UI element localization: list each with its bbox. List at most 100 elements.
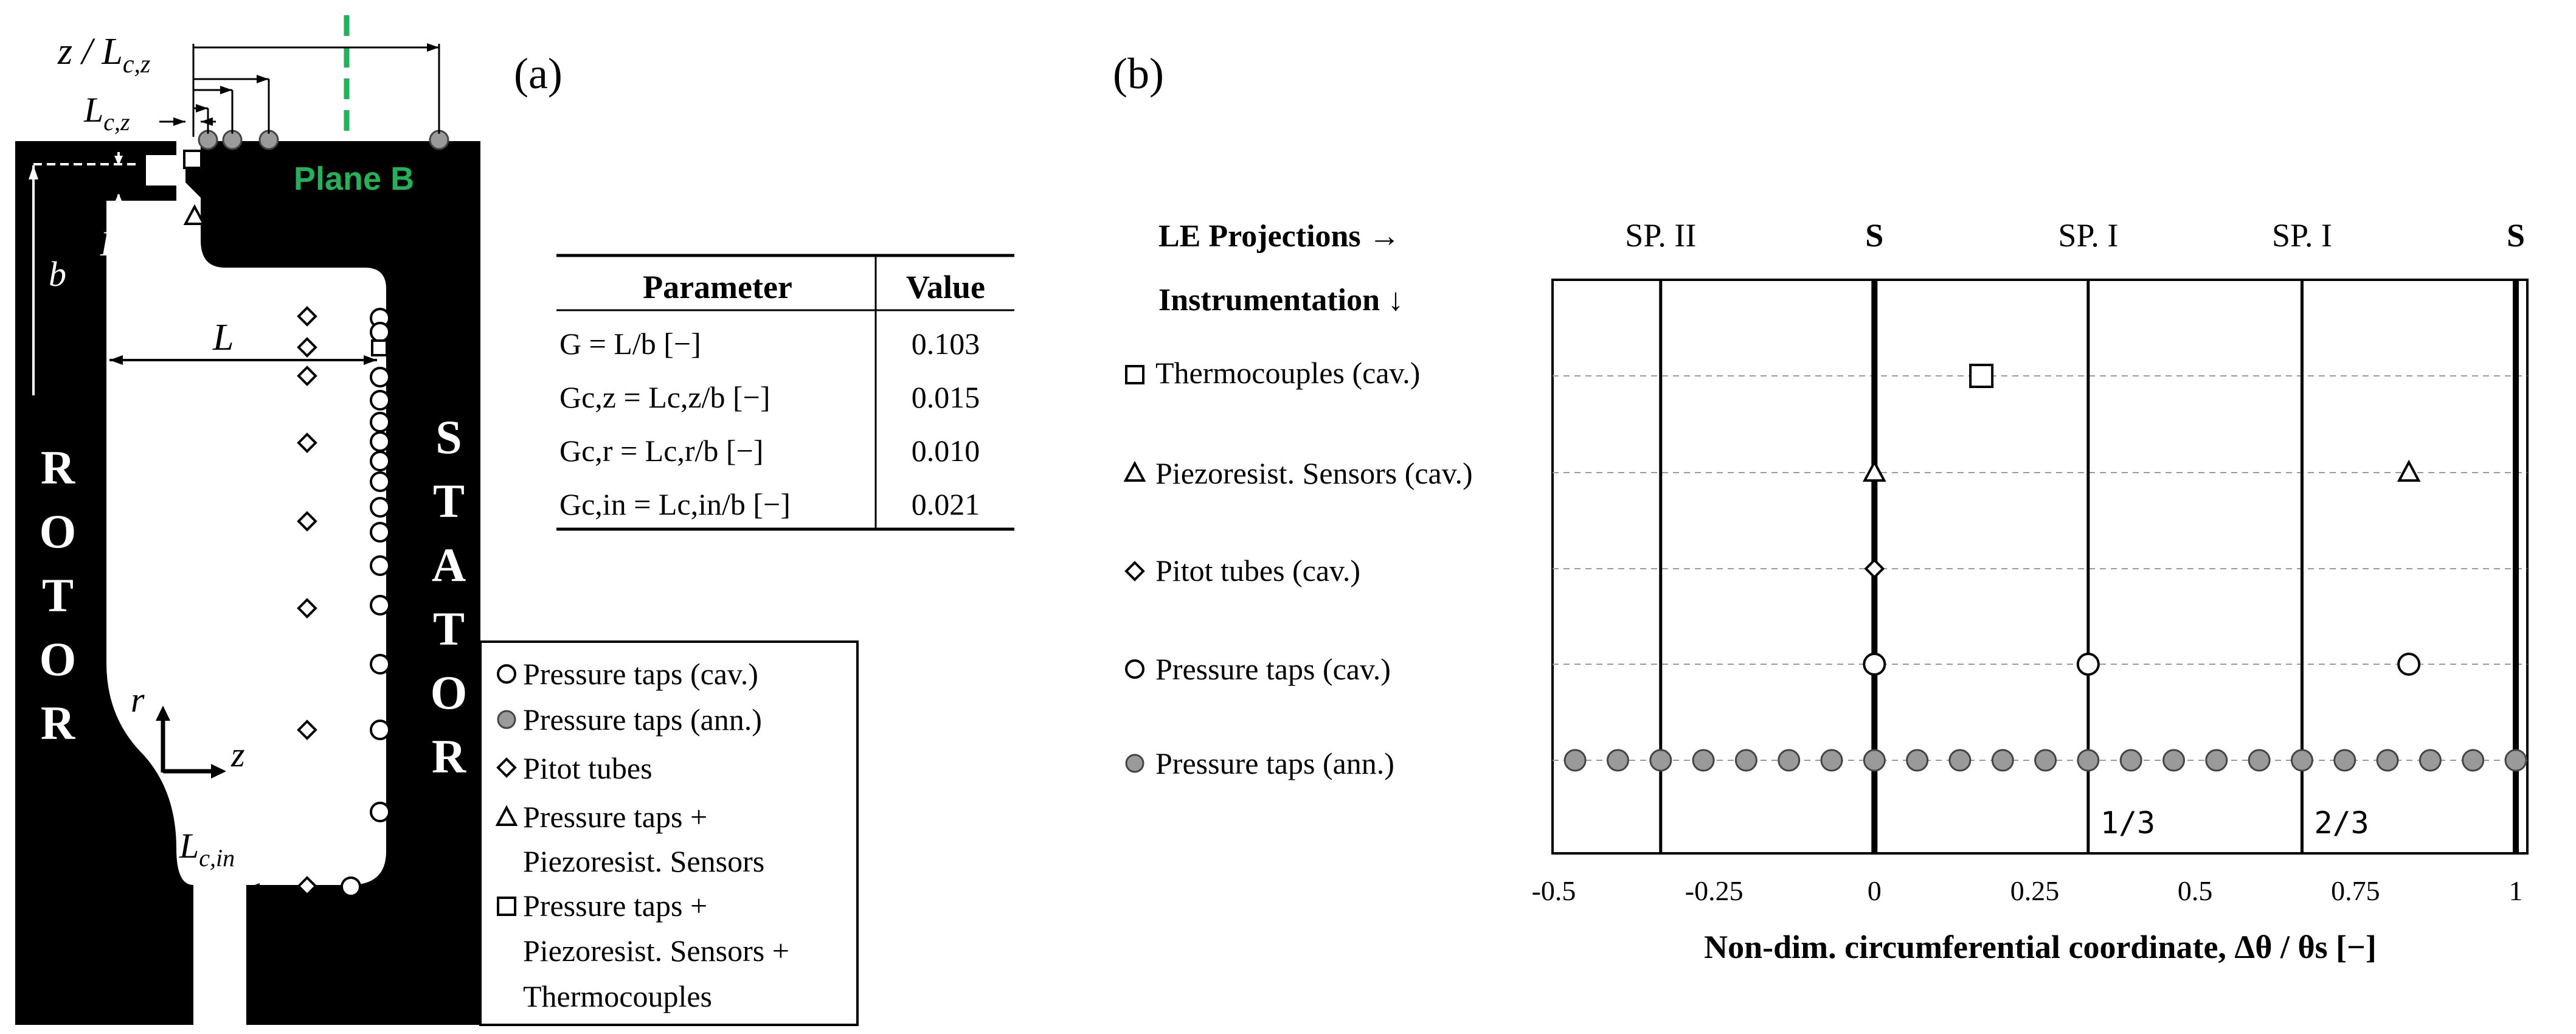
legend-circle-filled-icon <box>497 710 516 729</box>
marker-triangle <box>2397 459 2421 482</box>
rotor-letter-r: R <box>41 441 76 494</box>
x-tick-label: 0.25 <box>2010 875 2060 906</box>
row-label: Thermocouples (cav.) <box>1155 356 1420 390</box>
projection-label: S <box>1865 217 1883 254</box>
x-tick-label: 0.75 <box>2331 875 2380 906</box>
legend-diamond-icon <box>496 757 517 778</box>
stator-body <box>185 141 480 1025</box>
fraction-label: 2/3 <box>2314 805 2369 841</box>
projection-label: SP. I <box>2272 217 2332 254</box>
marker-square <box>1969 364 1994 388</box>
rotor-label: R O T O R <box>40 441 77 749</box>
x-axis-title: Non-dim. circumferential coordinate, Δθ … <box>1704 929 2377 965</box>
lcin-left-arrowhead <box>180 883 193 893</box>
marker-circle-filled <box>2248 749 2271 772</box>
triangle-marker <box>183 204 206 225</box>
square-marker <box>183 150 203 169</box>
lcr-arrowhead-bottom <box>114 193 123 203</box>
row-labels: Thermocouples (cav.) Piezoresist. Sensor… <box>1123 356 1473 780</box>
marker-circle-filled <box>2333 749 2356 772</box>
x-tick-label: -0.5 <box>1532 875 1576 906</box>
row-circle-filled-icon <box>1125 754 1144 773</box>
marker-circle-filled <box>2077 749 2100 772</box>
marker-circle-filled <box>2376 749 2399 772</box>
row-label: Pressure taps (ann.) <box>1155 746 1394 780</box>
marker-circle-filled <box>1948 749 1972 772</box>
marker-circle-filled <box>2119 749 2142 772</box>
marker-circle-filled <box>2462 749 2485 772</box>
table-row-param: Gc,in = Lc,in/b [−] <box>559 487 791 521</box>
legend-circle-open-icon <box>497 664 516 684</box>
row-label: Pressure taps (cav.) <box>1155 652 1391 686</box>
projection-label: SP. I <box>2058 217 2118 254</box>
rotor-letter-t: T <box>42 569 74 622</box>
le-projections-label: LE Projections → <box>1158 219 1401 254</box>
row-circle-open-icon <box>1125 659 1144 679</box>
marker-circle-filled <box>1991 749 2014 772</box>
z-axis-label: z <box>230 735 245 774</box>
plot-frame <box>1551 279 2529 855</box>
axial-dimension-lines <box>159 44 440 137</box>
chart-fraction-labels: 1/3 2/3 <box>2100 805 2369 841</box>
lcin-right-arrowhead <box>246 883 260 893</box>
marker-circle-filled <box>1606 749 1629 772</box>
marker-circle-filled <box>1649 749 1672 772</box>
marker-circle-filled <box>2418 749 2442 772</box>
rotor-body <box>15 141 193 1025</box>
l-arrowhead-right <box>364 355 377 365</box>
panel-a-cavity-diagram: (a) R O T O R S T A T O R Plane B <box>15 15 1014 1026</box>
table-row-value: 0.103 <box>912 327 980 361</box>
legend-entry: Thermocouples <box>523 979 712 1013</box>
x-tick-label: -0.25 <box>1685 875 1743 906</box>
marker-triangle <box>1862 459 1886 482</box>
legend-entry: Pressure taps + <box>523 800 707 834</box>
marker-circle-open <box>1863 653 1886 676</box>
row-diamond-icon <box>1124 561 1145 581</box>
table-row-value: 0.015 <box>912 380 980 414</box>
marker-circle-filled <box>1692 749 1715 772</box>
panel-b-instrumentation-chart: (b) LE Projections → Instrumentation ↓ T… <box>1113 49 2529 965</box>
marker-circle-filled <box>1563 749 1587 772</box>
instrumentation-label: Instrumentation ↓ <box>1158 283 1404 317</box>
lcr-label: Lc,r <box>100 224 147 269</box>
projection-label: SP. II <box>1625 217 1696 254</box>
legend-entry: Piezoresist. Sensors <box>523 844 764 878</box>
table-row-param: Gc,z = Lc,z/b [−] <box>559 380 770 414</box>
axial-dimension-arrowheads <box>173 43 439 126</box>
stator-letter-r: R <box>432 730 467 783</box>
pitot-tubes <box>297 306 317 897</box>
x-tick-label: 0.5 <box>2178 875 2213 906</box>
r-axis-label: r <box>131 680 145 720</box>
lcin-label: Lc,in <box>179 826 235 872</box>
chart-x-ticks: -0.5 -0.25 0 0.25 0.5 0.75 1 <box>1532 875 2523 906</box>
stator-letter-t: T <box>433 474 465 527</box>
marker-circle-filled <box>2034 749 2057 772</box>
b-dimension-arrowhead <box>29 165 38 179</box>
row-label: Piezoresist. Sensors (cav.) <box>1155 456 1473 490</box>
z-over-lcz-label: z / Lc,z <box>57 31 150 78</box>
parameter-table: Parameter Value G = L/b [−] 0.103 Gc,z =… <box>556 254 1014 531</box>
l-arrowhead-left <box>109 355 123 365</box>
chart-markers <box>1563 364 2527 772</box>
marker-circle-filled <box>2504 749 2527 772</box>
stator-letter-a: A <box>432 538 466 591</box>
table-rows: G = L/b [−] 0.103 Gc,z = Lc,z/b [−] 0.01… <box>559 327 980 521</box>
cavity-taps <box>341 308 390 897</box>
stator-letter-o: O <box>431 666 468 719</box>
marker-circle-filled <box>2162 749 2186 772</box>
lcz-label: Lc,z <box>83 90 130 136</box>
stator-letter-s: S <box>435 411 462 463</box>
marker-circle-filled <box>1778 749 1801 772</box>
table-row-param: Gc,r = Lc,r/b [−] <box>559 434 763 468</box>
marker-circle-filled <box>1863 749 1886 772</box>
marker-circle-filled <box>2205 749 2228 772</box>
stator-label: S T A T O R <box>431 411 468 783</box>
table-row-value: 0.021 <box>912 487 980 521</box>
legend-entry: Pressure taps + <box>523 889 707 923</box>
marker-circle-filled <box>1734 749 1757 772</box>
legend-triangle-icon <box>495 805 518 826</box>
l-label: L <box>212 317 234 358</box>
marker-diamond <box>1864 558 1885 579</box>
row-gridlines <box>1553 375 2527 761</box>
projection-label: S <box>2507 217 2525 254</box>
